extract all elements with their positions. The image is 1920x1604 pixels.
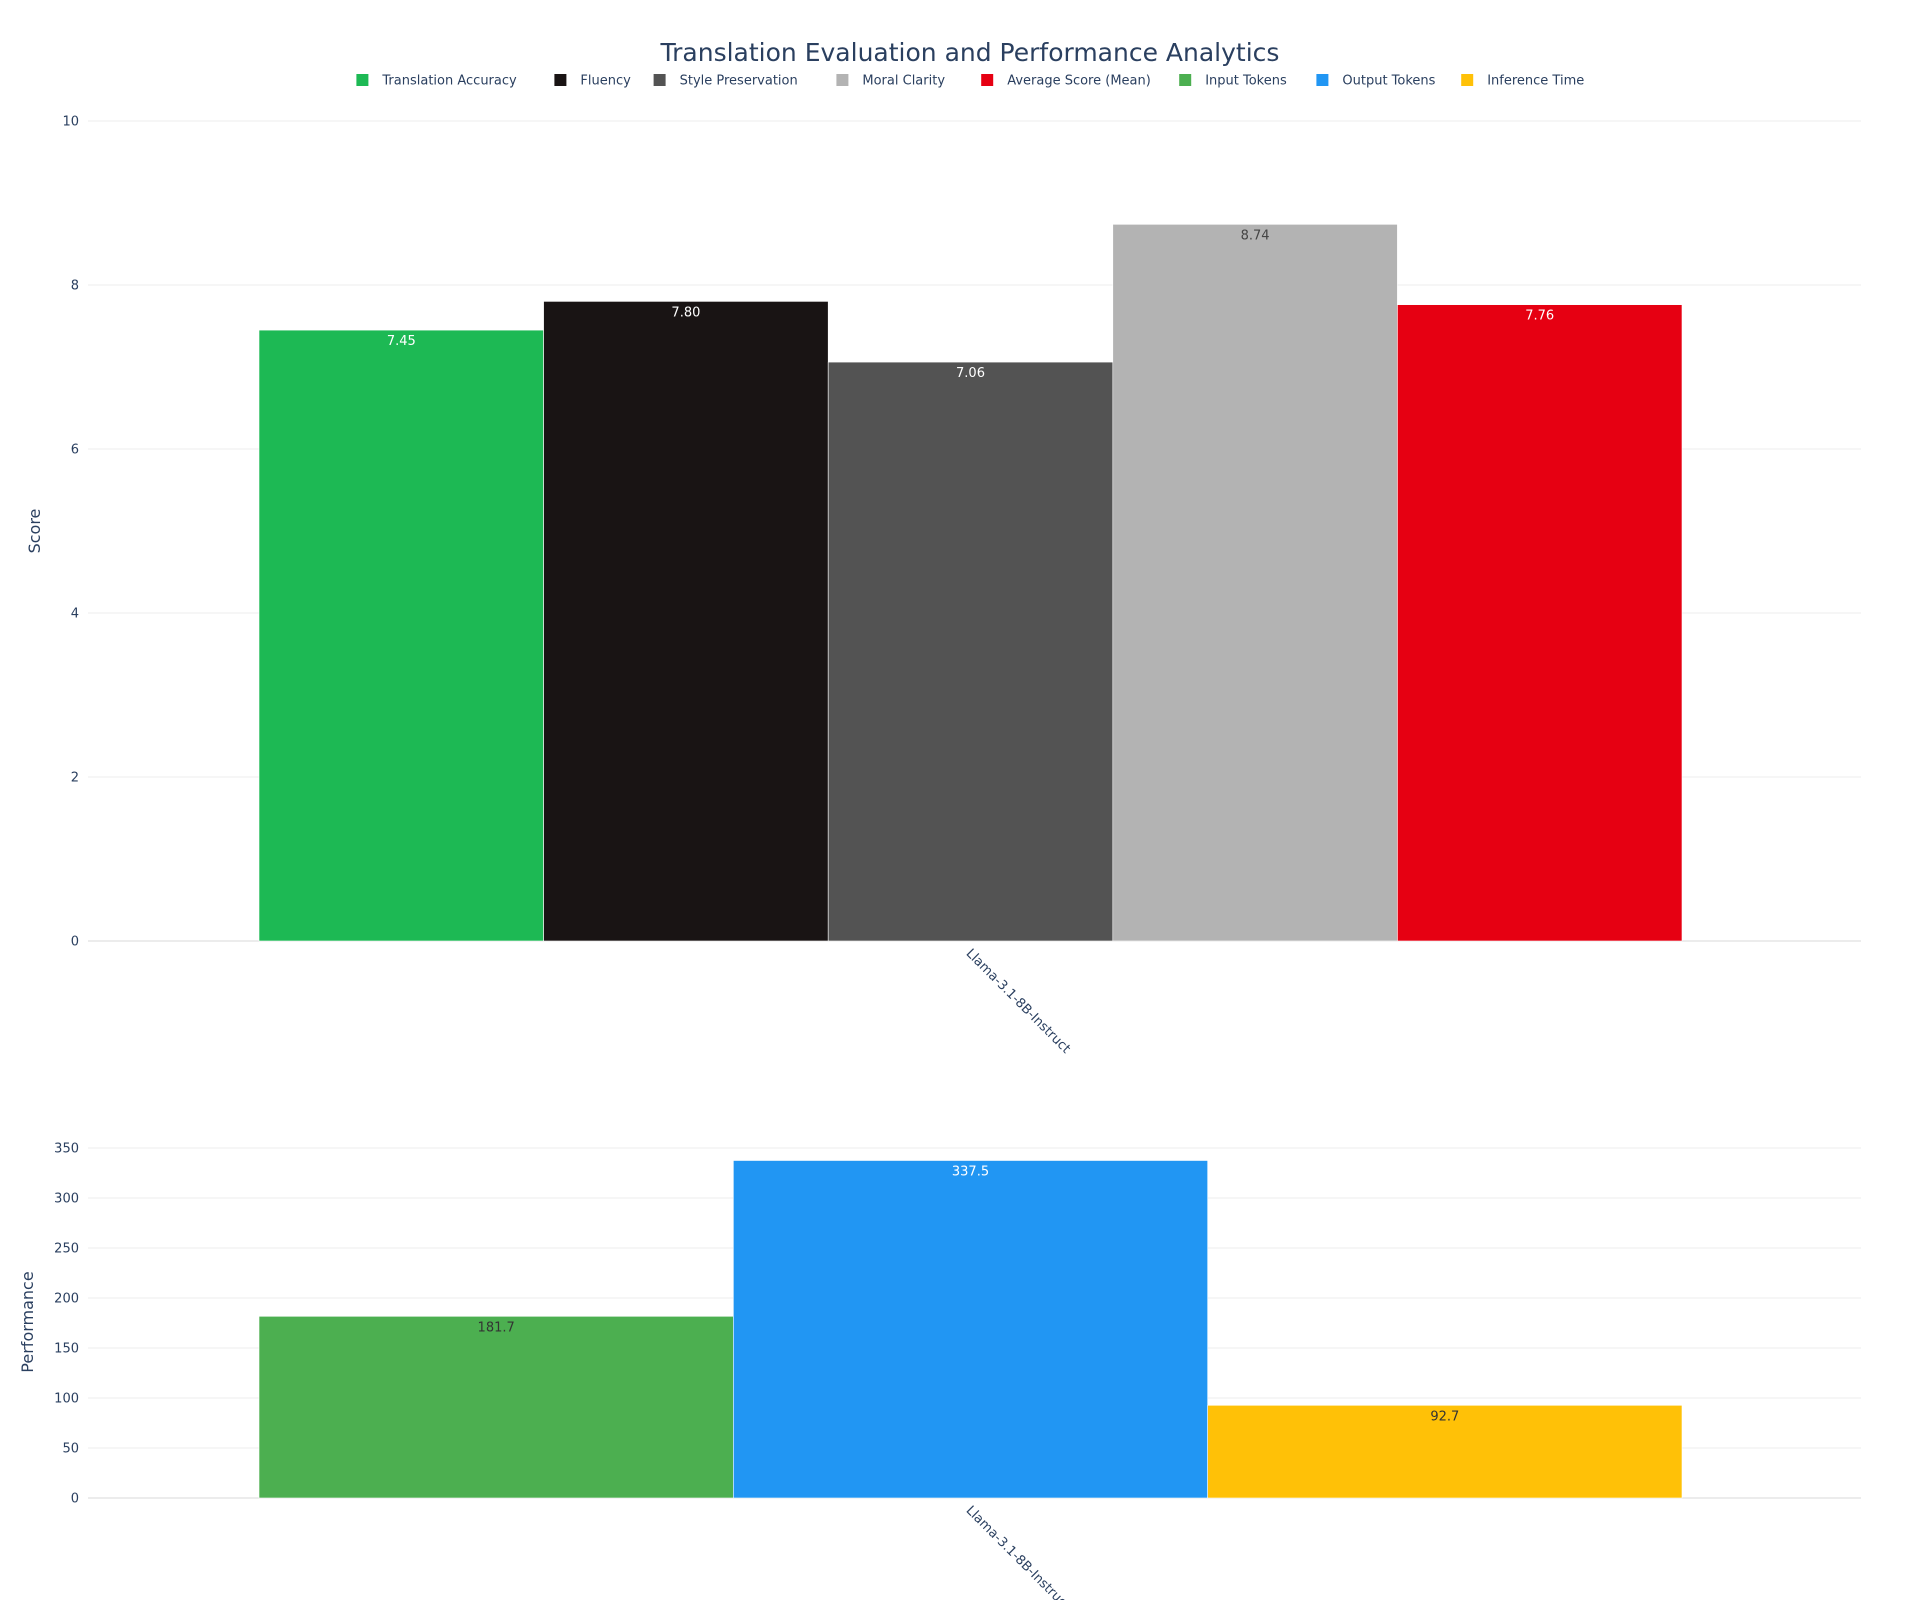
- legend-item-input-tokens[interactable]: Input Tokens: [1179, 74, 1287, 89]
- y-tick-label: 8: [71, 279, 79, 294]
- bar-label-input-tokens: 181.7: [478, 1320, 515, 1335]
- y-tick-label: 4: [71, 607, 79, 622]
- bar-label-moral-clarity: 8.74: [1241, 228, 1270, 243]
- bar-fluency[interactable]: [543, 301, 829, 942]
- y-tick-label: 250: [54, 1242, 79, 1257]
- legend-swatch: [981, 74, 994, 86]
- y-tick-label: 0: [71, 935, 79, 950]
- legend-swatch: [1461, 74, 1474, 86]
- x-tick-label: Llama-3.1-8B-Instruct: [963, 1503, 1073, 1600]
- legend-item-average-score-mean[interactable]: Average Score (Mean): [981, 74, 1151, 89]
- bar-label-translation-accuracy: 7.45: [387, 334, 416, 349]
- legend-item-style-preservation[interactable]: Style Preservation: [653, 74, 798, 89]
- legend-swatch: [356, 74, 369, 86]
- bar-output-tokens[interactable]: [733, 1160, 1208, 1499]
- bar-label-style-preservation: 7.06: [956, 366, 985, 381]
- bar-label-inference-time: 92.7: [1430, 1409, 1459, 1424]
- legend-label: Inference Time: [1487, 74, 1584, 89]
- y-tick-label: 50: [62, 1442, 79, 1457]
- bar-label-average-score-mean: 7.76: [1525, 309, 1554, 324]
- y-tick-label: 300: [54, 1192, 79, 1207]
- y-tick-label: 0: [71, 1492, 79, 1507]
- y-axis-title: Score: [25, 509, 44, 554]
- legend-swatch: [1179, 74, 1192, 86]
- y-tick-label: 350: [54, 1142, 79, 1157]
- legend-label: Output Tokens: [1342, 74, 1435, 89]
- bar-inference-time[interactable]: [1207, 1405, 1683, 1499]
- bar-label-fluency: 7.80: [671, 305, 700, 320]
- bar-moral-clarity[interactable]: [1112, 224, 1398, 942]
- x-tick-label: Llama-3.1-8B-Instruct: [963, 946, 1073, 1056]
- bar-average-score-mean[interactable]: [1397, 304, 1683, 942]
- legend-label: Moral Clarity: [862, 74, 945, 89]
- legend-label: Input Tokens: [1205, 74, 1287, 89]
- legend-label: Average Score (Mean): [1007, 74, 1151, 89]
- legend-label: Fluency: [580, 74, 631, 89]
- performance-subplot: 0 50 100 150 200 250 300 350 Performance 181.7 337…: [18, 1142, 1861, 1604]
- bar-style-preservation[interactable]: [827, 361, 1114, 942]
- legend-swatch: [1316, 74, 1329, 86]
- y-tick-label: 10: [62, 115, 79, 130]
- bar-label-output-tokens: 337.5: [952, 1165, 989, 1180]
- legend-item-output-tokens[interactable]: Output Tokens: [1316, 74, 1436, 89]
- legend-item-translation-accuracy[interactable]: Translation Accuracy: [356, 74, 517, 89]
- legend-label: Style Preservation: [680, 74, 798, 89]
- legend-item-moral-clarity[interactable]: Moral Clarity: [836, 74, 945, 89]
- chart-title: Translation Evaluation and Performance A…: [660, 38, 1280, 67]
- bar-input-tokens[interactable]: [258, 1316, 734, 1499]
- y-tick-label: 200: [54, 1292, 79, 1307]
- legend-swatch: [653, 74, 666, 86]
- y-tick-label: 2: [71, 771, 79, 786]
- y-tick-label: 100: [54, 1392, 79, 1407]
- y-axis-title: Performance: [18, 1271, 37, 1372]
- legend-swatch: [836, 74, 849, 86]
- legend-item-inference-time[interactable]: Inference Time: [1461, 74, 1584, 89]
- legend-item-fluency[interactable]: Fluency: [554, 74, 631, 89]
- legend[interactable]: Translation Accuracy Fluency Style Preserv…: [356, 74, 1584, 89]
- score-subplot: 0 2 4 6 8 10 Score 7.45 7.80 7.06 8.74 7.76 Llama-3.…: [25, 115, 1861, 1057]
- legend-swatch: [554, 74, 567, 86]
- legend-label: Translation Accuracy: [381, 74, 517, 89]
- bar-translation-accuracy[interactable]: [258, 329, 544, 942]
- y-tick-label: 6: [71, 443, 79, 458]
- y-tick-label: 150: [54, 1342, 79, 1357]
